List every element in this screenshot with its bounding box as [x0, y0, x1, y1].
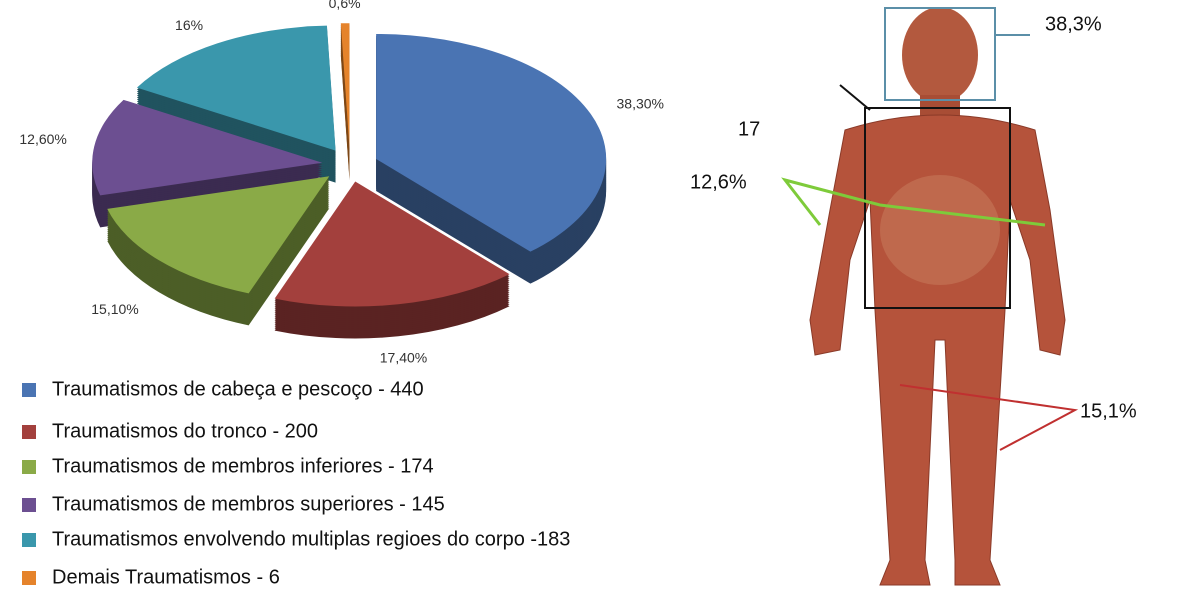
trunk-box [864, 107, 1011, 309]
head [902, 7, 978, 103]
legend-label: Demais Traumatismos - 6 [52, 566, 280, 588]
legend-swatch [22, 571, 36, 585]
data-label: 15,10% [91, 301, 138, 317]
legend-swatch [22, 533, 36, 547]
legend-label: Traumatismos de membros inferiores - 174 [52, 455, 434, 477]
annotation: 12,6% [690, 171, 747, 193]
slice [376, 33, 607, 252]
annotation: 17 [738, 118, 760, 140]
legend-label: Traumatismos envolvendo multiplas regioe… [52, 528, 570, 550]
slice [136, 25, 336, 151]
data-label: 16% [175, 17, 203, 33]
torso-limbs [809, 114, 1066, 586]
legend-label: Traumatismos do tronco - 200 [52, 420, 318, 442]
data-label: 17,40% [380, 350, 427, 366]
annotation: 38,3% [1045, 13, 1102, 35]
legend-swatch [22, 460, 36, 474]
data-label: 12,60% [19, 131, 66, 147]
body-illustration [781, 7, 1079, 586]
pointer [899, 384, 1079, 451]
organs [880, 175, 1000, 285]
legend-swatch [22, 425, 36, 439]
annotation: 15,1% [1080, 400, 1137, 422]
slice [92, 99, 323, 196]
data-label: 0,6% [329, 0, 361, 11]
data-label: 38,30% [617, 95, 664, 111]
slice [274, 181, 510, 307]
legend-swatch [22, 383, 36, 397]
pointer [781, 177, 1046, 227]
pointer [839, 84, 871, 111]
legend-label: Traumatismos de cabeça e pescoço - 440 [52, 378, 424, 400]
head-box [884, 7, 996, 101]
slice [340, 23, 350, 149]
slice [107, 176, 330, 294]
legend-label: Traumatismos de membros superiores - 145 [52, 493, 445, 515]
legend-swatch [22, 498, 36, 512]
